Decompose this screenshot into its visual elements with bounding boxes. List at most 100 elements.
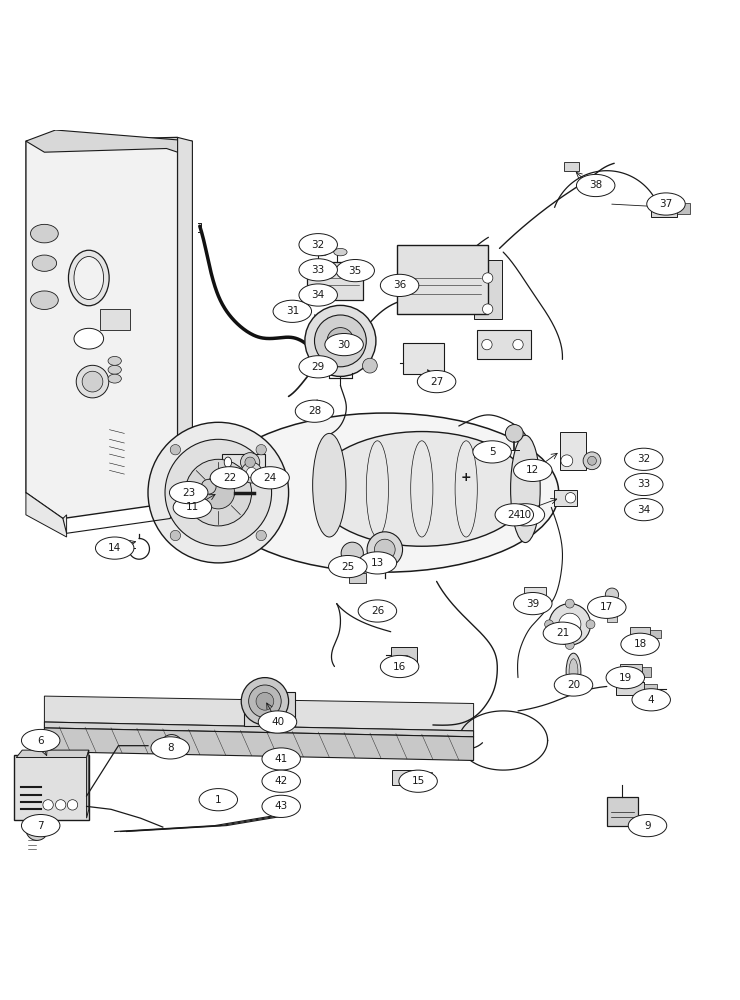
Circle shape (586, 620, 595, 629)
Polygon shape (44, 696, 474, 731)
Bar (474, 260, 502, 319)
Circle shape (165, 439, 272, 546)
Ellipse shape (399, 770, 437, 792)
Circle shape (545, 620, 554, 629)
Text: 24: 24 (263, 473, 277, 483)
Circle shape (148, 422, 289, 563)
Ellipse shape (628, 814, 667, 837)
Text: 16: 16 (393, 662, 406, 672)
Circle shape (240, 453, 260, 472)
Ellipse shape (543, 622, 582, 644)
Ellipse shape (251, 467, 289, 489)
Bar (564, 162, 579, 171)
Circle shape (303, 358, 318, 373)
Circle shape (246, 467, 257, 478)
Text: 38: 38 (589, 180, 602, 190)
Text: 13: 13 (371, 558, 384, 568)
Ellipse shape (295, 400, 334, 422)
Bar (644, 684, 657, 693)
Text: 39: 39 (526, 599, 539, 609)
Ellipse shape (329, 556, 367, 578)
Bar (477, 330, 531, 359)
Circle shape (67, 800, 78, 810)
Polygon shape (26, 130, 192, 152)
Ellipse shape (632, 689, 670, 711)
Ellipse shape (273, 300, 312, 322)
Ellipse shape (258, 711, 297, 733)
Text: 4: 4 (648, 695, 654, 705)
Bar (554, 490, 577, 506)
Circle shape (201, 479, 216, 494)
Bar (524, 587, 546, 604)
Ellipse shape (108, 374, 121, 383)
Ellipse shape (30, 224, 58, 243)
Circle shape (505, 425, 523, 442)
Bar (349, 573, 366, 583)
Ellipse shape (299, 259, 337, 281)
Text: 24: 24 (508, 510, 521, 520)
Circle shape (482, 339, 492, 350)
Bar (616, 682, 644, 695)
Text: 21: 21 (556, 628, 569, 638)
Circle shape (605, 588, 619, 601)
Text: 9: 9 (645, 821, 650, 831)
Circle shape (202, 476, 235, 509)
Bar (403, 343, 444, 374)
Ellipse shape (299, 356, 337, 378)
Ellipse shape (108, 365, 121, 374)
Ellipse shape (358, 600, 397, 622)
Bar (651, 200, 677, 217)
Text: 33: 33 (312, 265, 325, 275)
Circle shape (583, 452, 601, 470)
Ellipse shape (314, 432, 529, 546)
Circle shape (249, 685, 281, 718)
Text: 29: 29 (312, 362, 325, 372)
Circle shape (513, 339, 523, 350)
Polygon shape (16, 750, 89, 758)
Ellipse shape (315, 248, 329, 256)
Circle shape (565, 599, 574, 608)
Circle shape (256, 530, 266, 541)
Bar (607, 797, 638, 826)
Text: 34: 34 (637, 505, 650, 515)
Text: 23: 23 (182, 488, 195, 498)
Polygon shape (44, 722, 474, 737)
Ellipse shape (625, 499, 663, 521)
Text: 18: 18 (633, 639, 647, 649)
Text: 15: 15 (411, 776, 425, 786)
Ellipse shape (74, 257, 104, 299)
Ellipse shape (506, 504, 545, 526)
Circle shape (367, 532, 403, 567)
Ellipse shape (473, 441, 511, 463)
Circle shape (161, 735, 183, 757)
Circle shape (56, 800, 66, 810)
Polygon shape (44, 728, 474, 760)
Polygon shape (26, 493, 67, 537)
Ellipse shape (514, 459, 552, 482)
Ellipse shape (569, 659, 578, 685)
Text: 30: 30 (337, 340, 351, 350)
Bar (307, 262, 363, 300)
Ellipse shape (606, 666, 645, 689)
Ellipse shape (417, 370, 456, 393)
Text: 12: 12 (526, 465, 539, 475)
Bar (222, 454, 265, 470)
Ellipse shape (169, 482, 208, 504)
Bar (560, 432, 586, 470)
Bar (677, 203, 690, 214)
Ellipse shape (21, 814, 60, 837)
Text: 43: 43 (275, 801, 288, 811)
Text: 40: 40 (271, 717, 284, 727)
Polygon shape (87, 750, 89, 818)
Polygon shape (26, 137, 178, 518)
Bar (630, 627, 650, 641)
Circle shape (166, 740, 178, 752)
Circle shape (549, 604, 591, 645)
Ellipse shape (95, 537, 134, 559)
Text: 27: 27 (430, 377, 443, 387)
Ellipse shape (262, 770, 300, 792)
Ellipse shape (334, 248, 347, 256)
Circle shape (482, 273, 493, 283)
Circle shape (341, 542, 363, 564)
Circle shape (559, 613, 581, 635)
